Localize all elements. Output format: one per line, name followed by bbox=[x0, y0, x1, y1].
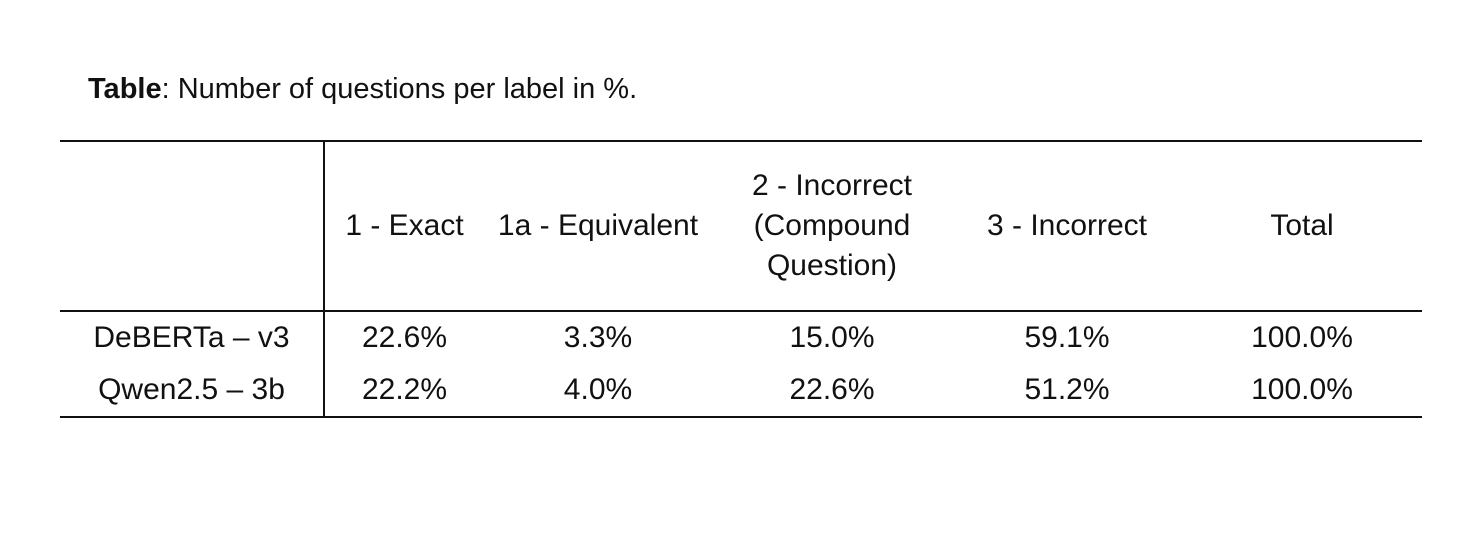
header-equivalent: 1a - Equivalent bbox=[484, 140, 712, 312]
table-row: DeBERTa – v3 22.6% 3.3% 15.0% 59.1% 100.… bbox=[60, 311, 1422, 364]
caption-text: : Number of questions per label in %. bbox=[161, 73, 638, 105]
cell-total: 100.0% bbox=[1182, 364, 1422, 418]
header-stub bbox=[60, 140, 325, 312]
row-model-name: Qwen2.5 – 3b bbox=[60, 364, 325, 418]
results-table-container: 1 - Exact 1a - Equivalent 2 - Incorrect … bbox=[60, 140, 1422, 418]
header-incorrect-compound-line-3: Question) bbox=[766, 249, 898, 282]
cell-equivalent: 4.0% bbox=[484, 364, 712, 418]
header-row: 1 - Exact 1a - Equivalent 2 - Incorrect … bbox=[60, 140, 1422, 312]
header-total: Total bbox=[1182, 140, 1422, 312]
table-row: Qwen2.5 – 3b 22.2% 4.0% 22.6% 51.2% 100.… bbox=[60, 364, 1422, 418]
cell-total: 100.0% bbox=[1251, 321, 1353, 354]
caption-label: Table bbox=[88, 73, 162, 105]
header-incorrect-compound-line-2: (Compound bbox=[753, 209, 911, 242]
cell-equivalent: 3.3% bbox=[563, 321, 633, 354]
cell-exact: 22.2% bbox=[324, 364, 484, 418]
cell-incorrect: 51.2% bbox=[952, 364, 1182, 418]
header-exact: 1 - Exact bbox=[324, 140, 484, 312]
header-incorrect-compound: 2 - Incorrect (Compound Question) bbox=[712, 140, 952, 312]
table-caption: Table: Number of questions per label in … bbox=[88, 70, 637, 108]
cell-incorrect: 59.1% bbox=[1024, 321, 1110, 354]
cell-incorrect-compound: 15.0% bbox=[789, 321, 875, 354]
row-model-name: DeBERTa – v3 bbox=[60, 311, 325, 364]
cell-incorrect-compound: 22.6% bbox=[712, 364, 952, 418]
results-table: 1 - Exact 1a - Equivalent 2 - Incorrect … bbox=[60, 140, 1422, 418]
header-incorrect-compound-line-1: 2 - Incorrect bbox=[751, 169, 913, 202]
header-incorrect: 3 - Incorrect bbox=[952, 140, 1182, 312]
cell-exact: 22.6% bbox=[361, 321, 448, 354]
